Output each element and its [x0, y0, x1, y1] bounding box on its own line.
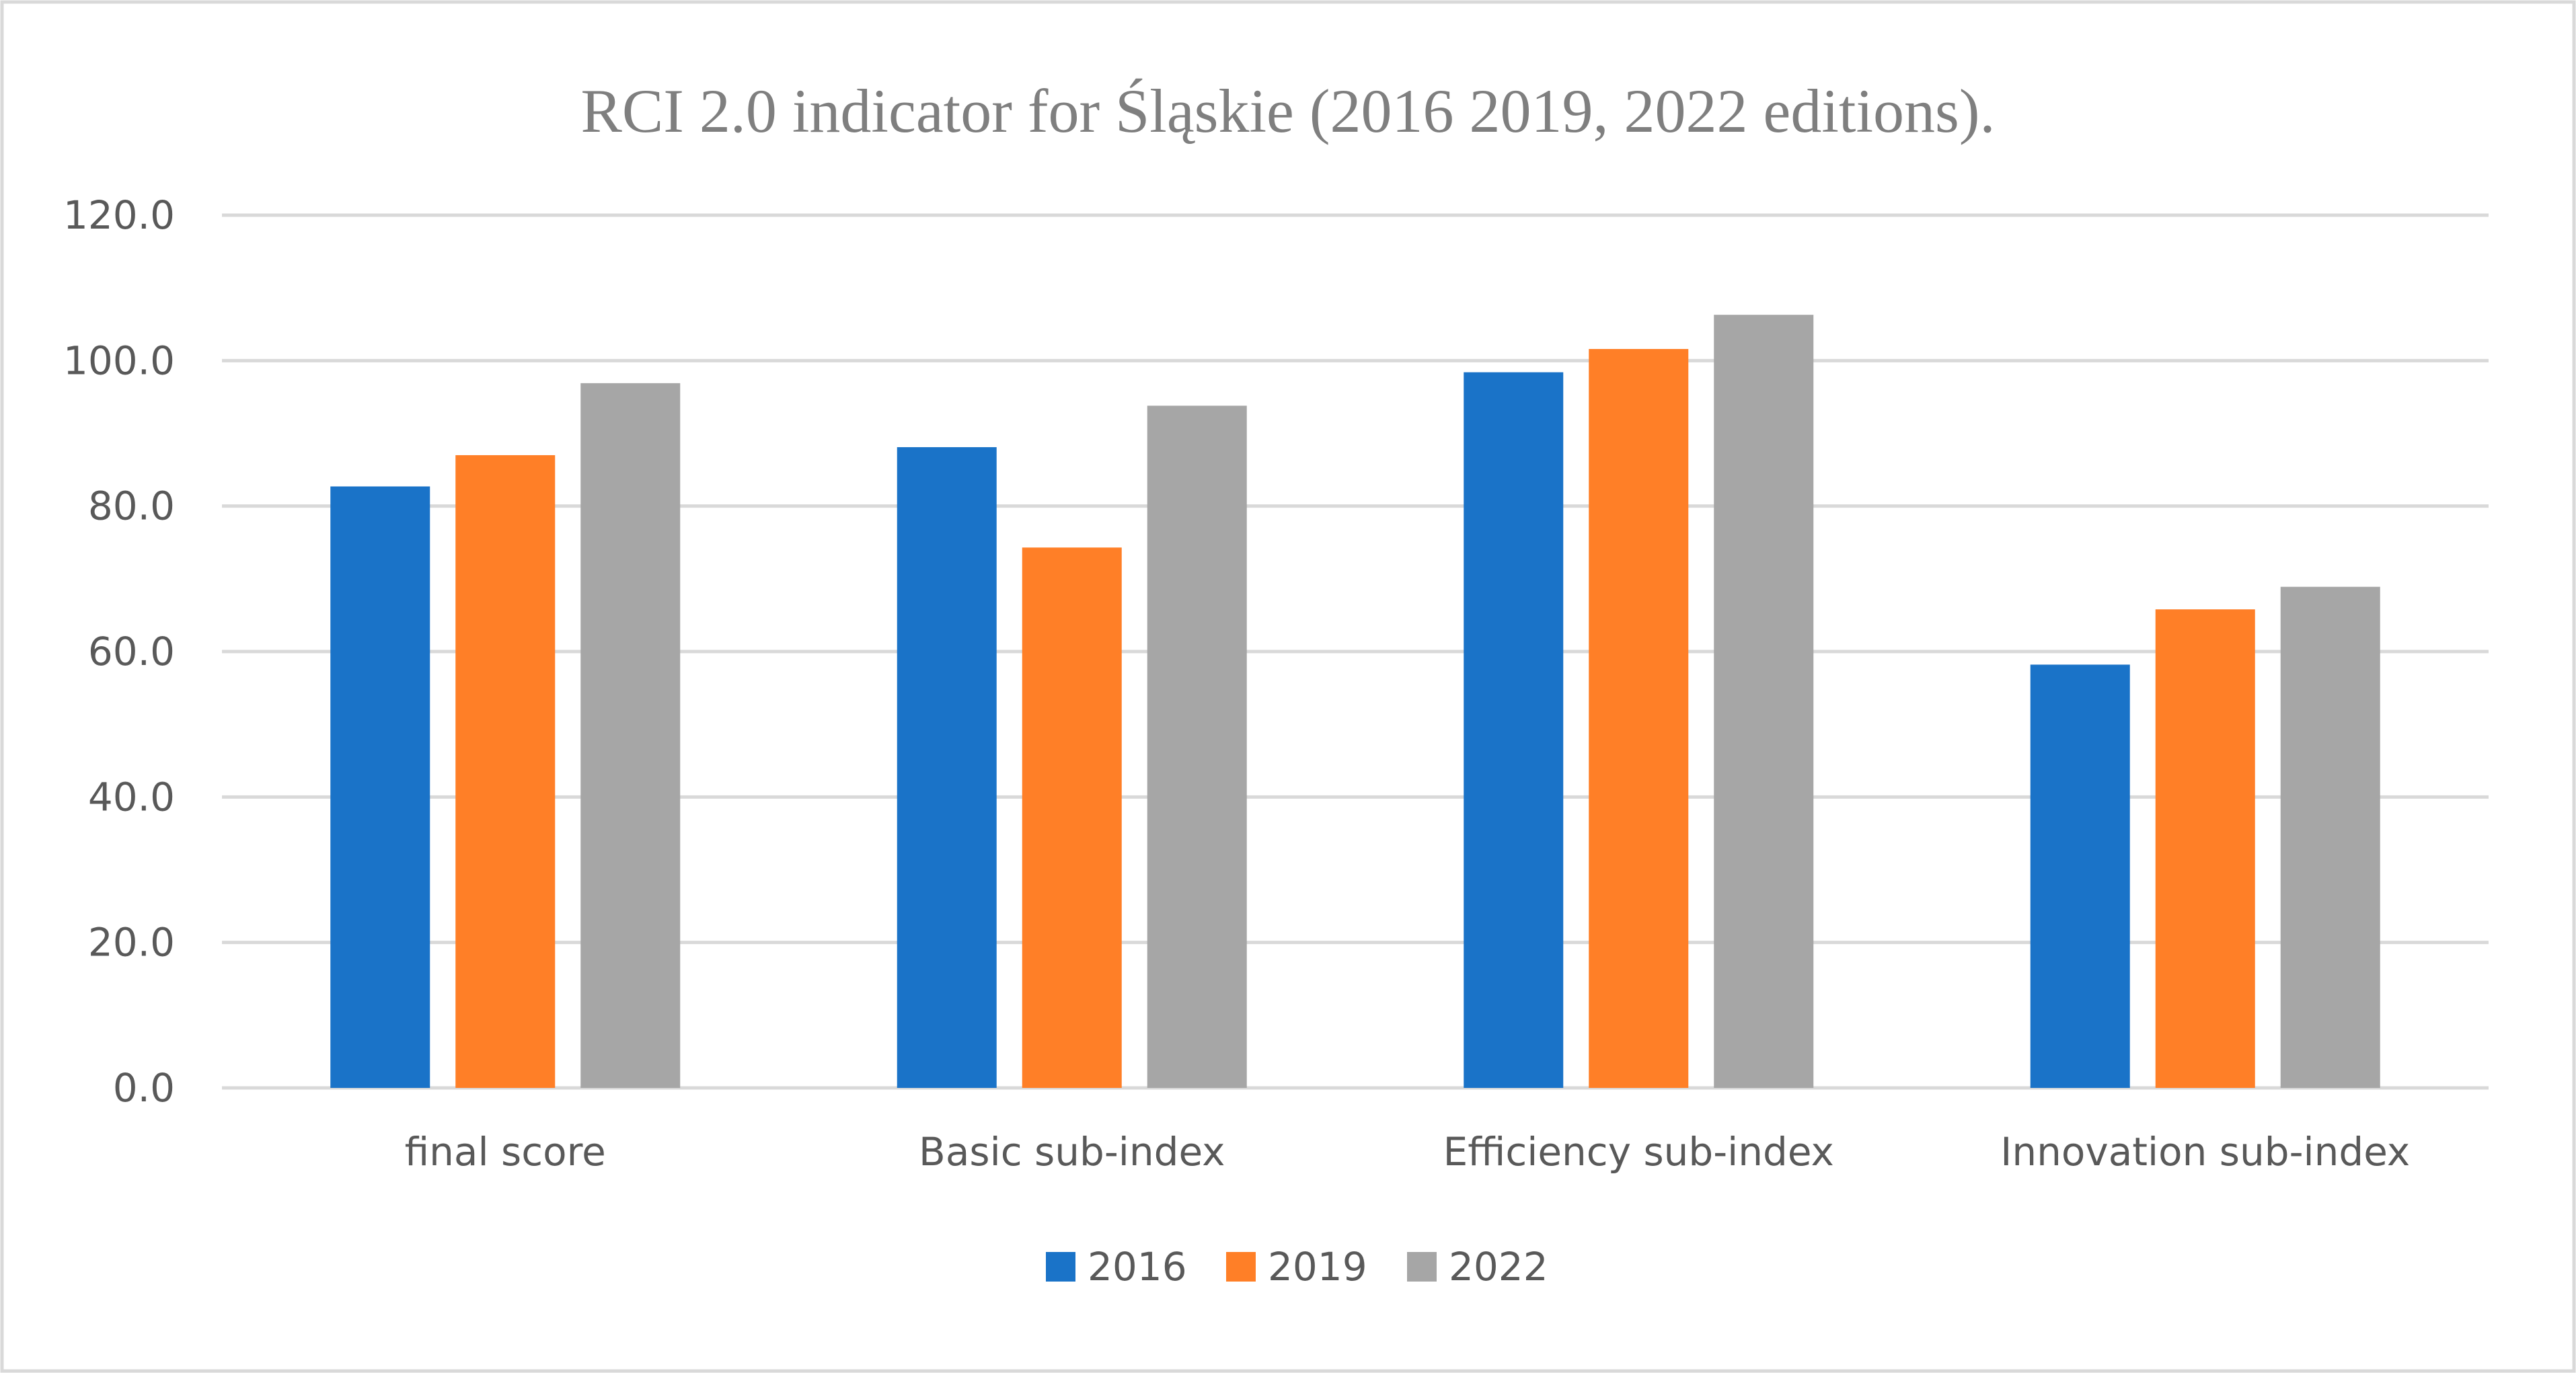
x-axis-categories: final score Basic sub-index Efficiency sub… — [405, 1129, 2411, 1175]
bar-2022-3 — [2280, 586, 2380, 1088]
x-category-label: Innovation sub-index — [2000, 1129, 2410, 1175]
bar-2022-2 — [1714, 315, 1814, 1088]
x-category-label: Efficiency sub-index — [1443, 1129, 1834, 1175]
bar-2019-3 — [2155, 609, 2255, 1088]
bars — [330, 315, 2380, 1089]
y-tick-label: 100.0 — [63, 338, 175, 383]
y-tick-label: 0.0 — [113, 1065, 175, 1111]
bar-2016-1 — [897, 447, 997, 1088]
bar-2016-0 — [330, 486, 430, 1088]
legend-swatch-2016 — [1046, 1252, 1075, 1282]
y-tick-label: 120.0 — [63, 192, 175, 238]
legend: 2016 2019 2022 — [1046, 1244, 1548, 1290]
y-tick-label: 40.0 — [88, 774, 175, 820]
legend-swatch-2022 — [1407, 1252, 1437, 1282]
y-tick-label: 60.0 — [88, 629, 175, 674]
x-category-label: Basic sub-index — [919, 1129, 1225, 1175]
y-axis-ticks: 0.0 20.0 40.0 60.0 80.0 100.0 120.0 — [63, 192, 175, 1111]
bar-2019-2 — [1589, 349, 1689, 1089]
bar-2022-0 — [580, 383, 681, 1088]
x-category-label: final score — [405, 1129, 606, 1175]
bar-2016-3 — [2030, 664, 2130, 1088]
legend-swatch-2019 — [1226, 1252, 1256, 1282]
bar-2019-0 — [455, 455, 556, 1088]
chart-title: RCI 2.0 indicator for Śląskie (2016 2019… — [581, 77, 1996, 145]
bar-2016-2 — [1464, 372, 1564, 1088]
bar-2022-1 — [1147, 405, 1247, 1088]
y-tick-label: 20.0 — [88, 920, 175, 966]
legend-label: 2022 — [1449, 1244, 1548, 1290]
legend-label: 2016 — [1088, 1244, 1187, 1290]
legend-label: 2019 — [1268, 1244, 1367, 1290]
y-tick-label: 80.0 — [88, 483, 175, 529]
bar-2019-1 — [1022, 547, 1122, 1088]
